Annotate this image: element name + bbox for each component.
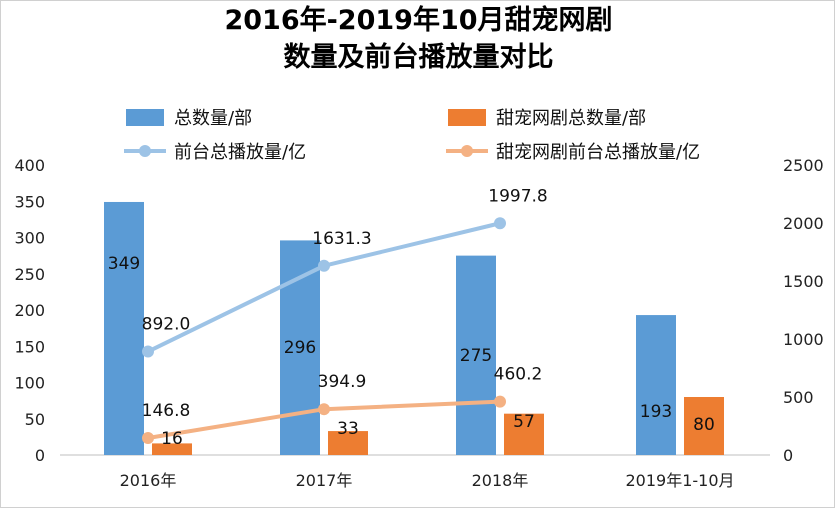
legend-swatch: [448, 109, 486, 126]
bar-tianchong: [684, 397, 724, 455]
y-right-tick-label: 1000: [783, 330, 824, 349]
y-left-tick-label: 400: [14, 156, 45, 175]
y-right-tick-label: 500: [783, 388, 814, 407]
bar-tianchong: [328, 431, 368, 455]
y-left-tick-label: 50: [25, 410, 45, 429]
legend-item-tianchong: 甜宠网剧总数量/部: [448, 108, 646, 129]
bar-total-data-label: 275: [460, 346, 492, 366]
bar-total-data-label: 193: [640, 402, 672, 422]
y-right-tick-label: 2000: [783, 214, 824, 233]
legend-marker: [461, 145, 473, 157]
total-plays-point: [494, 217, 506, 230]
x-tick-label: 2018年: [472, 471, 529, 490]
x-tick-label: 2016年: [120, 471, 177, 490]
bar-tianchong: [504, 413, 544, 455]
y-left-tick-label: 350: [14, 192, 45, 211]
x-tick-label: 2017年: [296, 471, 353, 490]
y-right-tick-label: 1500: [783, 272, 824, 291]
legend-label: 前台总播放量/亿: [174, 142, 306, 163]
tianchong-plays-point: [142, 431, 154, 444]
bar-tianchong-data-label: 33: [337, 419, 359, 439]
y-left-tick-label: 200: [14, 301, 45, 320]
y-left-tick-label: 0: [35, 446, 45, 465]
legend-swatch: [126, 109, 164, 126]
y-left-tick-label: 300: [14, 229, 45, 248]
total-plays-data-label: 1631.3: [312, 229, 371, 249]
bar-total: [456, 255, 496, 455]
tianchong-plays-point: [494, 395, 506, 408]
legend-label: 甜宠网剧前台总播放量/亿: [496, 142, 700, 163]
x-tick-label: 2019年1-10月: [625, 471, 734, 490]
y-right-tick-label: 2500: [783, 156, 824, 175]
y-right-tick-label: 0: [783, 446, 793, 465]
chart-title-line-2: 数量及前台播放量对比: [283, 42, 554, 73]
lines: [142, 217, 506, 444]
bar-total: [636, 315, 676, 455]
legend-label: 总数量/部: [174, 108, 252, 129]
legend-item-tianchong-plays: 甜宠网剧前台总播放量/亿: [446, 142, 700, 163]
data-labels: 349 296 275 193 16 33 57 80 892.0 1631.3 1997.8 146…: [108, 186, 715, 449]
y-left-tick-label: 250: [14, 265, 45, 284]
tianchong-plays-data-label: 394.9: [318, 372, 367, 392]
legend-item-total: 总数量/部: [126, 108, 252, 129]
legend-label: 甜宠网剧总数量/部: [496, 108, 646, 129]
tianchong-plays-data-label: 460.2: [494, 365, 543, 385]
legend-item-total-plays: 前台总播放量/亿: [124, 142, 306, 163]
bar-total-data-label: 296: [284, 338, 316, 358]
total-plays-point: [318, 259, 330, 272]
total-plays-data-label: 892.0: [142, 315, 191, 335]
y-left-tick-label: 100: [14, 374, 45, 393]
bar-tianchong-data-label: 80: [693, 415, 715, 435]
bar-tianchong-data-label: 57: [513, 412, 535, 432]
bar-total-data-label: 349: [108, 254, 140, 274]
chart-title: 2016年-2019年10月甜宠网剧 数量及前台播放量对比: [0, 2, 837, 76]
legend-marker: [139, 145, 151, 157]
total-plays-data-label: 1997.8: [488, 186, 547, 206]
y-left-tick-label: 150: [14, 337, 45, 356]
tianchong-plays-data-label: 146.8: [142, 401, 191, 421]
bar-tianchong: [152, 443, 192, 455]
bars: [104, 201, 724, 455]
bar-tianchong-data-label: 16: [161, 429, 183, 449]
tianchong-plays-point: [318, 403, 330, 416]
total-plays-point: [142, 345, 154, 358]
bar-total: [104, 201, 144, 455]
chart-title-line-1: 2016年-2019年10月甜宠网剧: [224, 5, 613, 36]
